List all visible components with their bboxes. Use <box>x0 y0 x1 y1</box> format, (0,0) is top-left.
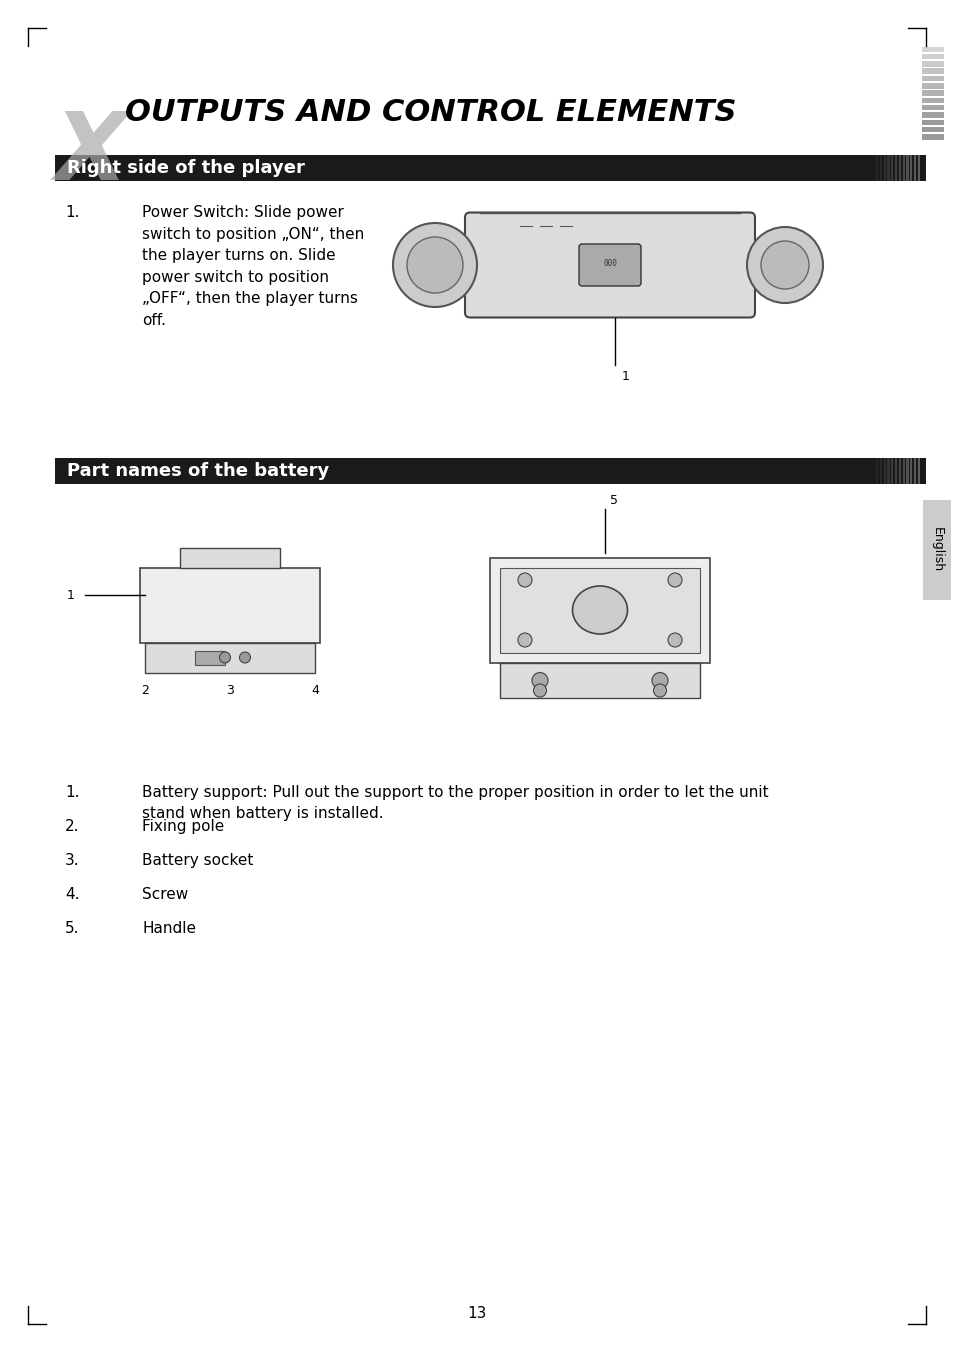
Text: OUTPUTS AND CONTROL ELEMENTS: OUTPUTS AND CONTROL ELEMENTS <box>125 97 736 127</box>
Bar <box>921 91 943 96</box>
Text: Part names of the battery: Part names of the battery <box>67 462 329 480</box>
Bar <box>921 61 943 66</box>
Bar <box>140 568 319 642</box>
Text: 1: 1 <box>621 369 629 383</box>
FancyBboxPatch shape <box>578 243 640 287</box>
Text: Fixing pole: Fixing pole <box>142 819 224 834</box>
Circle shape <box>760 241 808 289</box>
Text: 000: 000 <box>602 258 617 268</box>
Bar <box>921 82 943 88</box>
Text: 3: 3 <box>226 684 233 698</box>
Bar <box>886 458 888 484</box>
Circle shape <box>393 223 476 307</box>
Bar <box>921 69 943 74</box>
Bar <box>886 155 888 181</box>
Text: 4.: 4. <box>65 887 79 902</box>
Bar <box>913 458 915 484</box>
Text: 1: 1 <box>67 588 75 602</box>
Bar <box>921 97 943 103</box>
Text: 4: 4 <box>311 684 318 698</box>
Bar <box>499 568 700 653</box>
Text: 1.: 1. <box>65 786 79 800</box>
Bar <box>194 650 225 664</box>
Bar <box>875 155 878 181</box>
Ellipse shape <box>572 585 627 634</box>
Circle shape <box>533 684 546 698</box>
Bar <box>180 548 279 568</box>
Bar <box>913 155 915 181</box>
Bar <box>921 46 943 51</box>
Bar <box>909 155 911 181</box>
FancyBboxPatch shape <box>464 212 754 318</box>
Bar <box>898 155 900 181</box>
Bar <box>879 458 882 484</box>
Circle shape <box>239 652 251 662</box>
Bar <box>902 155 903 181</box>
Bar <box>921 76 943 81</box>
Bar <box>879 155 882 181</box>
Bar <box>490 557 709 662</box>
Text: Battery support: Pull out the support to the proper position in order to let the: Battery support: Pull out the support to… <box>142 786 768 821</box>
Text: 5.: 5. <box>65 921 79 936</box>
Text: 5: 5 <box>609 495 618 507</box>
Circle shape <box>667 573 681 587</box>
Text: Screw: Screw <box>142 887 188 902</box>
Bar <box>894 155 896 181</box>
Bar <box>921 54 943 59</box>
Circle shape <box>407 237 462 293</box>
Bar <box>55 155 925 181</box>
Bar <box>902 458 903 484</box>
Bar <box>905 458 907 484</box>
Bar <box>921 105 943 111</box>
Text: 2: 2 <box>141 684 149 698</box>
Text: 13: 13 <box>467 1306 486 1321</box>
Bar <box>55 458 925 484</box>
Text: Power Switch: Slide power
switch to position „ON“, then
the player turns on. Sli: Power Switch: Slide power switch to posi… <box>142 206 364 329</box>
Bar <box>499 662 700 698</box>
Bar <box>917 155 919 181</box>
Circle shape <box>653 684 666 698</box>
Bar <box>894 458 896 484</box>
Bar <box>917 458 919 484</box>
Bar <box>909 458 911 484</box>
Bar <box>921 119 943 124</box>
Bar <box>921 134 943 139</box>
Circle shape <box>219 652 231 662</box>
Bar <box>921 112 943 118</box>
Text: English: English <box>929 527 943 572</box>
Text: 3.: 3. <box>65 853 79 868</box>
Bar <box>890 458 892 484</box>
Text: 1.: 1. <box>65 206 79 220</box>
Bar <box>145 642 314 672</box>
Bar <box>923 500 950 600</box>
Circle shape <box>746 227 822 303</box>
Bar <box>905 155 907 181</box>
Bar <box>875 458 878 484</box>
Text: Battery socket: Battery socket <box>142 853 253 868</box>
Bar <box>898 458 900 484</box>
Text: X: X <box>55 108 128 200</box>
Circle shape <box>532 672 547 688</box>
Bar <box>882 155 885 181</box>
Bar <box>921 127 943 132</box>
Bar <box>890 155 892 181</box>
Circle shape <box>517 573 532 587</box>
Bar <box>882 458 885 484</box>
Text: 2.: 2. <box>65 819 79 834</box>
Text: Right side of the player: Right side of the player <box>67 160 305 177</box>
Circle shape <box>651 672 667 688</box>
Circle shape <box>667 633 681 648</box>
Circle shape <box>517 633 532 648</box>
Text: Handle: Handle <box>142 921 195 936</box>
